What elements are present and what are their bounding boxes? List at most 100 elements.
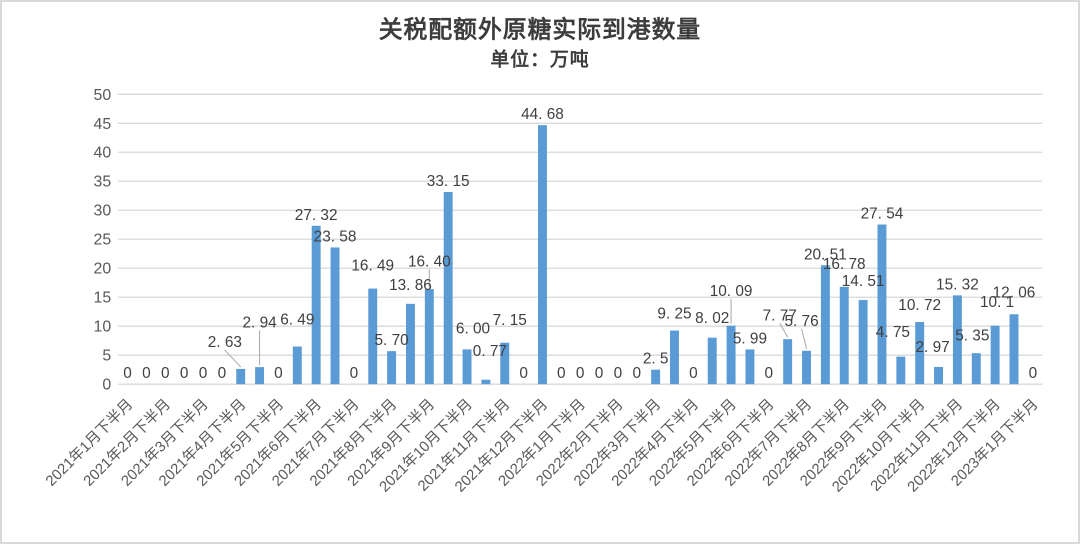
- bar: [839, 286, 849, 385]
- bars-series: [236, 125, 1019, 385]
- value-label: 16. 40: [408, 253, 451, 270]
- value-label: 10. 1: [980, 294, 1014, 311]
- value-label: 9. 25: [657, 306, 691, 323]
- value-label: 10. 72: [898, 297, 941, 314]
- bar: [670, 330, 679, 385]
- bar: [481, 379, 491, 385]
- value-label: 6. 00: [456, 321, 490, 338]
- bar: [990, 325, 1000, 385]
- value-label: 8. 02: [695, 310, 729, 327]
- y-tick-label: 25: [94, 232, 112, 249]
- x-axis: 2021年1月下半月2021年2月下半月2021年3月下半月2021年4月下半月…: [42, 396, 1041, 496]
- label-leader-line: [801, 328, 808, 349]
- value-label: 27. 32: [295, 207, 338, 224]
- value-label: 0: [180, 365, 189, 382]
- value-label: 0: [689, 365, 698, 382]
- y-tick-label: 45: [94, 116, 112, 133]
- bar: [952, 295, 962, 385]
- label-leader-lines: [224, 269, 808, 368]
- value-label: 0. 77: [473, 343, 507, 360]
- bar: [726, 325, 736, 385]
- y-tick-label: 15: [94, 290, 112, 307]
- bar: [877, 224, 887, 385]
- value-label: 10. 09: [710, 283, 753, 300]
- value-label: 23. 58: [314, 229, 357, 246]
- value-label: 0: [161, 365, 170, 382]
- value-label: 13. 86: [389, 277, 432, 294]
- y-tick-label: 20: [94, 261, 112, 278]
- value-label: 14. 51: [842, 273, 885, 290]
- bar: [707, 337, 717, 385]
- value-label: 0: [519, 365, 528, 382]
- label-leader-line: [779, 322, 789, 338]
- value-label: 0: [274, 365, 283, 382]
- value-label: 2. 94: [242, 314, 277, 331]
- label-leader-line: [224, 349, 242, 368]
- value-label: 0: [595, 365, 604, 382]
- bar: [424, 289, 434, 385]
- chart-title-block: 关税配额外原糖实际到港数量 单位：万吨: [379, 16, 700, 71]
- value-label: 0: [1029, 365, 1038, 382]
- bar: [330, 247, 340, 385]
- bar: [292, 346, 302, 385]
- value-label: 2. 5: [643, 351, 669, 368]
- value-label: 16. 49: [351, 258, 394, 275]
- y-axis: 0 5 10 15 20 25 30 35 40 45 50: [94, 87, 112, 394]
- y-tick-label: 35: [94, 174, 112, 191]
- y-tick-label: 50: [94, 87, 112, 104]
- value-label: 7. 77: [763, 307, 797, 324]
- value-label: 12. 06: [993, 284, 1036, 301]
- y-tick-label: 0: [102, 377, 111, 394]
- value-label: 0: [633, 365, 642, 382]
- bar: [500, 342, 510, 385]
- value-label: 2. 63: [208, 334, 242, 351]
- value-label: 16. 78: [823, 256, 866, 273]
- chart-subtitle: 单位：万吨: [490, 48, 589, 71]
- value-label: 20. 51: [804, 246, 847, 263]
- value-label: 0: [123, 365, 132, 382]
- value-label: 5. 99: [733, 330, 767, 347]
- value-label: 0: [218, 365, 227, 382]
- value-label: 0: [765, 365, 774, 382]
- value-label: 6. 49: [280, 312, 314, 329]
- bar: [820, 265, 830, 385]
- bar: [971, 353, 981, 385]
- value-label: 27. 54: [861, 206, 904, 223]
- value-label: 33. 15: [427, 173, 470, 190]
- value-label: 5. 70: [374, 332, 408, 349]
- bar: [783, 339, 793, 385]
- bar: [443, 191, 453, 385]
- bar: [405, 303, 415, 385]
- value-label: 5. 35: [955, 327, 989, 344]
- gridlines: [118, 93, 1043, 385]
- bar: [651, 369, 661, 385]
- value-label: 2. 97: [915, 339, 949, 356]
- y-tick-label: 10: [94, 319, 112, 336]
- bar: [255, 367, 265, 385]
- bar: [311, 225, 321, 385]
- value-label: 0: [142, 365, 151, 382]
- bar: [915, 322, 925, 385]
- y-tick-label: 5: [102, 348, 111, 365]
- bar: [802, 350, 811, 385]
- bar: [368, 288, 378, 385]
- value-label: 44. 68: [521, 106, 564, 123]
- value-label: 7. 15: [493, 312, 527, 329]
- bar: [538, 125, 547, 385]
- value-label: 0: [350, 365, 359, 382]
- y-tick-label: 40: [94, 145, 112, 162]
- bar: [387, 351, 397, 385]
- value-label: 0: [614, 365, 623, 382]
- value-label: 15. 32: [936, 276, 979, 293]
- bar: [745, 349, 755, 385]
- y-tick-label: 30: [94, 203, 112, 220]
- value-label: 5. 76: [784, 313, 818, 330]
- value-label: 4. 75: [876, 324, 910, 341]
- bar: [236, 368, 246, 385]
- value-label: 0: [557, 365, 566, 382]
- value-label: 0: [199, 365, 208, 382]
- value-label: 0: [576, 365, 585, 382]
